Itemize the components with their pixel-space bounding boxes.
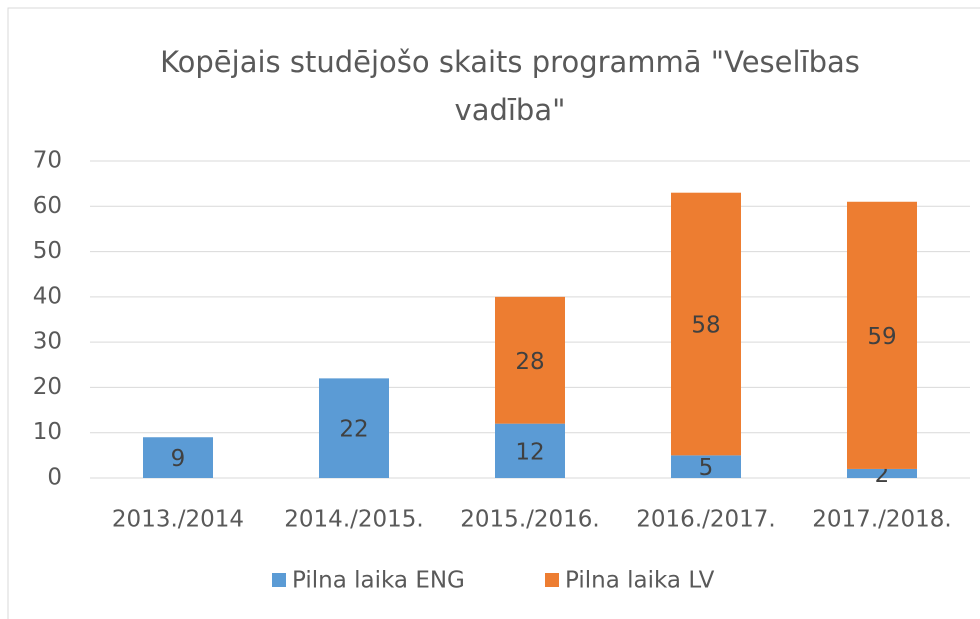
data-label: 9 xyxy=(171,446,186,472)
data-label: 58 xyxy=(691,313,720,339)
bar-segment xyxy=(671,455,741,478)
y-tick-label: 40 xyxy=(33,283,62,309)
x-tick-label: 2017./2018. xyxy=(812,507,951,533)
chart-title: Kopējais studējošo skaits programmā "Ves… xyxy=(160,45,860,127)
bar-segment xyxy=(671,192,741,456)
data-label: 59 xyxy=(867,324,896,350)
bar-segment xyxy=(319,378,389,478)
legend-label: Pilna laika LV xyxy=(565,568,715,594)
y-tick-label: 60 xyxy=(33,193,62,219)
legend-label: Pilna laika ENG xyxy=(292,568,465,594)
bar-segment xyxy=(143,437,213,478)
x-tick-label: 2014./2015. xyxy=(284,507,423,533)
y-tick-label: 10 xyxy=(33,419,62,445)
y-tick-label: 70 xyxy=(33,148,62,174)
y-tick-label: 30 xyxy=(33,329,62,355)
bar-segment xyxy=(847,468,917,478)
y-tick-label: 50 xyxy=(33,238,62,264)
bar-segment xyxy=(847,201,917,469)
x-tick-label: 2013./2014 xyxy=(112,507,244,533)
y-tick-label: 0 xyxy=(47,465,62,491)
data-label: 28 xyxy=(515,349,544,375)
data-label: 5 xyxy=(699,455,714,481)
bar-segment xyxy=(495,296,565,424)
x-tick-label: 2015./2016. xyxy=(460,507,599,533)
x-tick-label: 2016./2017. xyxy=(636,507,775,533)
legend-swatch xyxy=(545,573,559,587)
data-label: 12 xyxy=(515,439,544,465)
chart-border xyxy=(7,7,980,619)
data-label: 22 xyxy=(339,417,368,443)
y-tick-label: 20 xyxy=(33,374,62,400)
legend-swatch xyxy=(272,573,286,587)
bar-segment xyxy=(495,423,565,478)
